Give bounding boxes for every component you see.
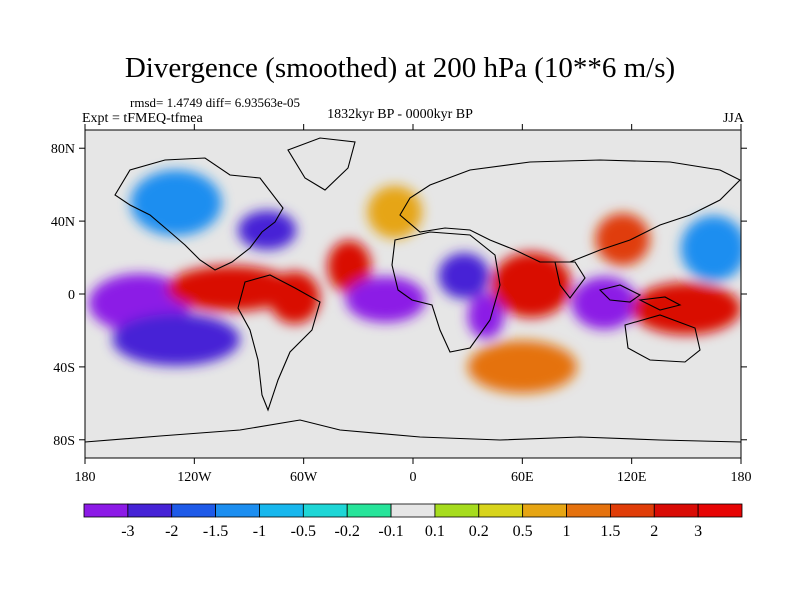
field-feature-3 [269, 271, 321, 324]
colorbar-label-12: 2 [650, 523, 658, 540]
x-tick-label-6: 180 [731, 470, 752, 485]
colorbar-label-11: 1.5 [600, 523, 620, 540]
colorbar-swatch-3 [215, 503, 260, 518]
experiment-label: Expt = tFMEQ-tfmea [82, 111, 203, 126]
colorbar-swatch-12 [610, 503, 655, 518]
y-tick-label-1: 40N [51, 215, 75, 230]
field-feature-5 [345, 276, 426, 323]
colorbar-swatch-8 [434, 503, 480, 518]
colorbar-swatch-14 [697, 503, 743, 518]
x-tick-label-0: 180 [75, 470, 96, 485]
colorbar-label-8: 0.2 [469, 523, 489, 540]
colorbar-label-6: -0.1 [378, 523, 403, 540]
stats-label: rmsd= 1.4749 diff= 6.93563e-05 [130, 95, 301, 110]
colorbar-swatch-2 [171, 503, 217, 518]
x-tick-label-2: 60W [290, 470, 318, 485]
field-feature-1 [112, 313, 240, 366]
field-feature-4 [327, 240, 372, 293]
colorbar-swatch-1 [127, 503, 173, 518]
colorbar-swatch-10 [522, 503, 567, 518]
x-tick-label-3: 0 [410, 470, 417, 485]
colorbar-swatch-11 [566, 503, 611, 518]
period-label: 1832kyr BP - 0000kyr BP [327, 107, 473, 122]
x-tick-label-4: 60E [511, 470, 534, 485]
colorbar-swatch-6 [346, 503, 392, 518]
y-tick-label-3: 40S [53, 361, 75, 376]
colorbar-label-1: -2 [165, 523, 178, 540]
colorbar-swatch-9 [478, 503, 524, 518]
field-feature-9 [571, 276, 638, 330]
x-tick-label-1: 120W [177, 470, 212, 485]
colorbar-label-0: -3 [121, 523, 134, 540]
season-label: JJA [722, 111, 744, 126]
field-feature-13 [238, 210, 297, 250]
colorbar-swatch-7 [390, 503, 436, 518]
colorbar-label-2: -1.5 [203, 523, 228, 540]
chart-title: Divergence (smoothed) at 200 hPa (10**6 … [124, 52, 676, 84]
colorbar-label-4: -0.5 [291, 523, 316, 540]
field-feature-6 [438, 252, 490, 299]
colorbar-label-3: -1 [253, 523, 266, 540]
field-feature-8 [491, 252, 572, 318]
colorbar-label-9: 0.5 [513, 523, 533, 540]
colorbar-label-10: 1 [563, 523, 571, 540]
colorbar-swatch-13 [653, 503, 699, 518]
field-feature-11 [595, 213, 650, 266]
colorbar-swatch-0 [83, 503, 129, 518]
y-tick-label-4: 80S [53, 434, 75, 449]
field-feature-15 [130, 170, 222, 236]
field-feature-16 [367, 185, 423, 239]
y-tick-label-0: 80N [51, 142, 75, 157]
coastlines [85, 137, 741, 443]
field-feature-12 [680, 215, 741, 282]
colorbar-swatch-4 [259, 503, 304, 518]
y-tick-label-2: 0 [68, 288, 75, 303]
field-feature-10 [631, 282, 741, 335]
colorbar-label-7: 0.1 [425, 523, 445, 540]
colorbar-label-13: 3 [694, 523, 702, 540]
colorbar-label-5: -0.2 [335, 523, 360, 540]
x-tick-label-5: 120E [617, 470, 647, 485]
field-feature-14 [467, 340, 577, 394]
colorbar-swatch-5 [302, 503, 348, 518]
